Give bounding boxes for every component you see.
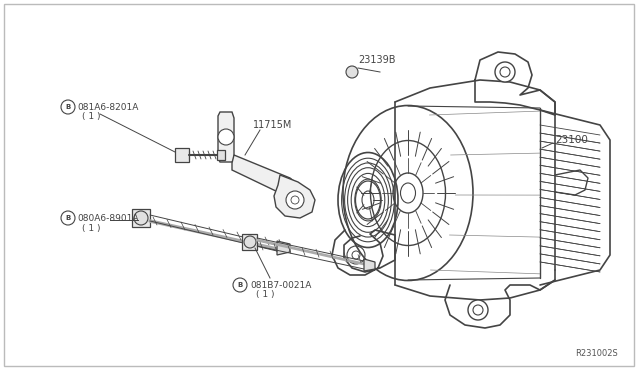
Circle shape: [286, 191, 304, 209]
Text: 080A6-8901A: 080A6-8901A: [77, 214, 138, 222]
Circle shape: [134, 211, 148, 225]
Circle shape: [347, 246, 365, 264]
Polygon shape: [132, 209, 150, 227]
Polygon shape: [274, 175, 315, 218]
Polygon shape: [175, 148, 189, 162]
Polygon shape: [218, 112, 234, 162]
Text: B: B: [65, 104, 70, 110]
Text: R231002S: R231002S: [575, 349, 618, 358]
Text: B: B: [65, 215, 70, 221]
Text: 081B7-0021A: 081B7-0021A: [250, 280, 312, 289]
Text: 081A6-8201A: 081A6-8201A: [77, 103, 138, 112]
Text: 23100: 23100: [555, 135, 588, 145]
Text: ( 1 ): ( 1 ): [82, 112, 100, 121]
Text: B: B: [237, 282, 243, 288]
Text: ( 1 ): ( 1 ): [256, 291, 275, 299]
Text: 23139B: 23139B: [358, 55, 396, 65]
Circle shape: [495, 62, 515, 82]
Text: 11715M: 11715M: [253, 120, 292, 130]
Polygon shape: [217, 150, 225, 160]
Polygon shape: [364, 259, 375, 271]
Circle shape: [218, 129, 234, 145]
Circle shape: [346, 66, 358, 78]
Circle shape: [468, 300, 488, 320]
Polygon shape: [242, 234, 257, 250]
Circle shape: [244, 236, 256, 248]
Text: ( 1 ): ( 1 ): [82, 224, 100, 232]
Polygon shape: [232, 155, 295, 196]
Polygon shape: [277, 241, 290, 255]
